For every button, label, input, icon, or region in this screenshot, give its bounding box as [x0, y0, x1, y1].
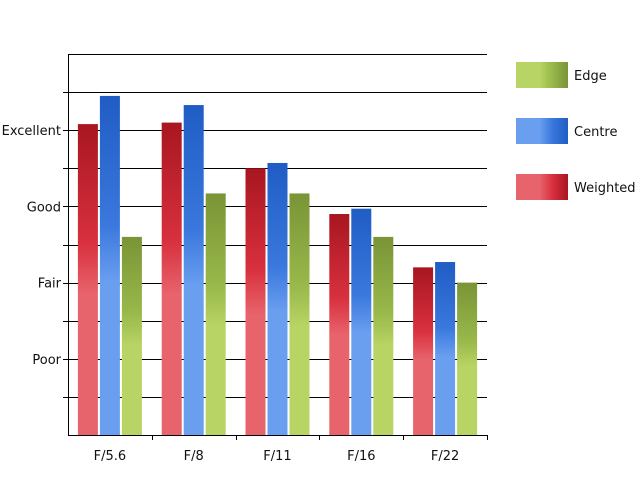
bar-weighted-f-5-6 — [77, 124, 98, 435]
bar-centre-f-8 — [183, 105, 204, 435]
bar-edge-f-11 — [289, 193, 310, 435]
y-tick-label: Poor — [32, 353, 61, 368]
bar-weighted-f-16 — [329, 214, 350, 435]
bar-edge-f-16 — [373, 236, 394, 435]
x-tick-label: F/8 — [184, 449, 204, 464]
bar-edge-f-8 — [205, 193, 226, 435]
bar-weighted-f-8 — [161, 122, 182, 435]
axes — [63, 54, 488, 440]
bar-weighted-f-11 — [245, 168, 266, 436]
x-tick-label: F/11 — [263, 449, 291, 464]
x-tick-label: F/22 — [431, 449, 459, 464]
x-tick-labels: F/5.6 F/8 F/11 F/16 F/22 — [94, 449, 460, 464]
legend-label-edge: Edge — [574, 69, 607, 84]
bar-centre-f-5-6 — [99, 95, 120, 435]
bar-edge-f-22 — [457, 282, 478, 435]
legend-label-weighted: Weighted — [574, 181, 636, 196]
y-tick-label: Good — [27, 200, 61, 215]
bar-centre-f-22 — [435, 262, 456, 435]
x-tick-label: F/5.6 — [94, 449, 127, 464]
legend-swatch-weighted — [516, 174, 568, 200]
y-tick-label: Excellent — [2, 124, 61, 139]
legend-swatch-edge — [516, 62, 568, 88]
x-tick-label: F/16 — [347, 449, 375, 464]
bar-edge-f-5-6 — [121, 236, 142, 435]
legend-label-centre: Centre — [574, 125, 617, 140]
y-tick-label: Fair — [38, 277, 62, 292]
bar-weighted-f-22 — [413, 267, 434, 435]
bars — [77, 95, 478, 436]
legend-swatch-centre — [516, 118, 568, 144]
y-tick-labels: Poor Fair Good Excellent — [2, 124, 62, 368]
bar-centre-f-11 — [267, 162, 288, 435]
legend: Edge Centre Weighted — [516, 62, 636, 200]
bar-centre-f-16 — [351, 208, 372, 435]
